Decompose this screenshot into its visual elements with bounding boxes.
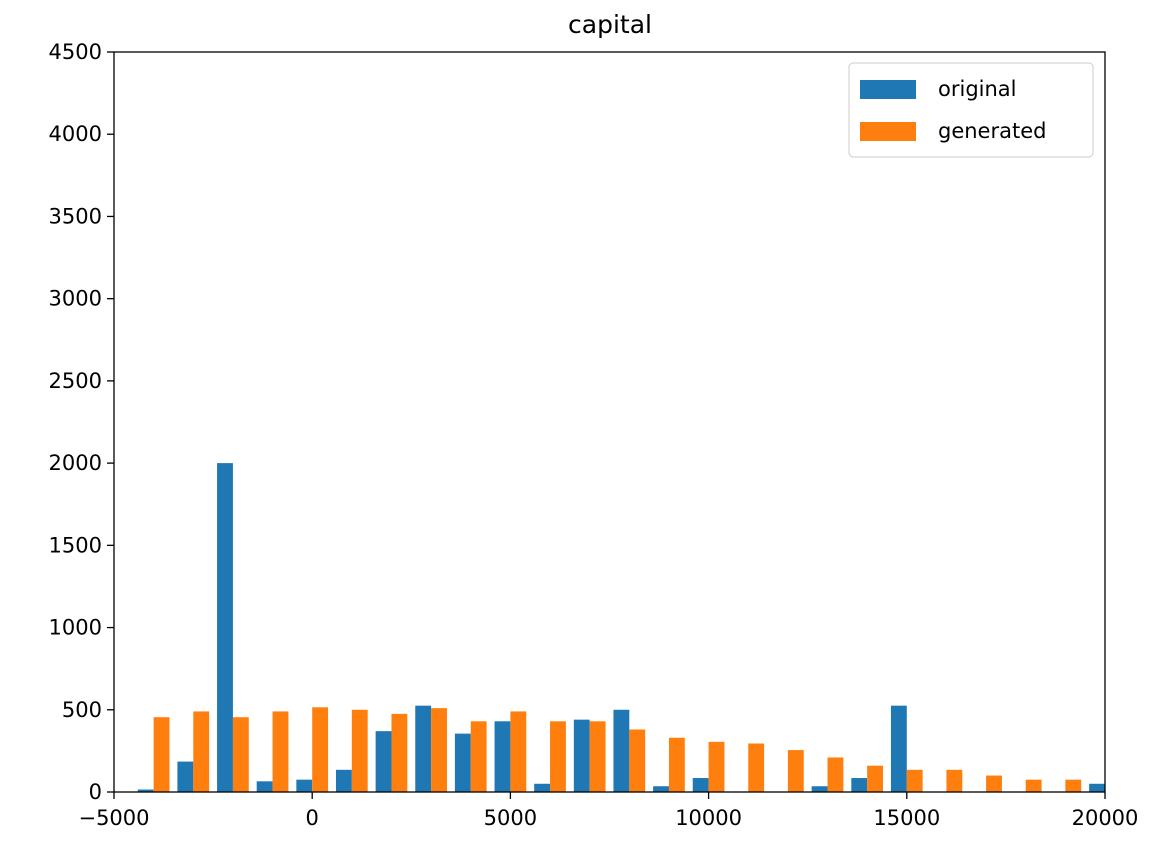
bar-original-17 — [811, 786, 828, 792]
bar-generated-19 — [906, 769, 923, 792]
bar-generated-21 — [986, 775, 1002, 792]
bar-generated-18 — [867, 765, 884, 792]
bar-original-24 — [1089, 783, 1105, 792]
y-tick-label: 0 — [89, 780, 102, 804]
bar-original-10 — [534, 783, 551, 792]
bar-generated-7 — [431, 708, 447, 792]
bar-generated-6 — [391, 713, 408, 792]
bar-original-1 — [177, 761, 194, 792]
bar-original-4 — [296, 779, 313, 792]
bar-generated-4 — [312, 707, 329, 792]
bar-original-2 — [217, 463, 233, 792]
bar-original-14 — [692, 778, 709, 792]
bar-original-0 — [137, 789, 154, 792]
bar-generated-22 — [1025, 779, 1042, 792]
bar-generated-14 — [708, 741, 725, 792]
bar-generated-17 — [827, 757, 844, 792]
legend-swatch-original — [860, 80, 916, 99]
bar-generated-12 — [629, 729, 646, 792]
legend: original generated — [848, 62, 1094, 158]
y-tick-label: 2000 — [49, 451, 102, 475]
y-tick-label: 4500 — [49, 40, 102, 64]
bar-original-3 — [256, 781, 273, 792]
bar-generated-8 — [470, 721, 487, 792]
bar-original-6 — [375, 731, 392, 792]
bar-original-8 — [454, 733, 471, 792]
y-tick-label: 1500 — [49, 533, 102, 557]
legend-label-generated: generated — [938, 119, 1046, 143]
legend-swatch-generated — [860, 122, 916, 141]
y-tick-label: 500 — [62, 698, 102, 722]
x-tick-label: 0 — [306, 806, 319, 830]
y-tick-label: 3000 — [49, 287, 102, 311]
bar-original-12 — [613, 709, 630, 792]
x-tick-label: 5000 — [484, 806, 537, 830]
bar-generated-0 — [153, 717, 170, 792]
bar-original-7 — [415, 705, 432, 792]
plot-frame — [113, 51, 1106, 793]
y-tick-label: 4000 — [49, 122, 102, 146]
legend-label-original: original — [938, 77, 1017, 101]
y-tick-label: 1000 — [49, 616, 102, 640]
bar-generated-5 — [351, 709, 368, 792]
bar-original-19 — [890, 705, 907, 792]
bar-original-9 — [494, 721, 511, 792]
y-tick-label: 2500 — [49, 369, 102, 393]
chart-title: capital — [568, 10, 652, 39]
bar-generated-13 — [668, 737, 685, 792]
bar-generated-20 — [946, 769, 963, 792]
bar-original-13 — [653, 786, 669, 792]
x-tick-label: −5000 — [78, 806, 149, 830]
bar-generated-1 — [193, 711, 210, 792]
y-tick-label: 3500 — [49, 204, 102, 228]
bar-generated-2 — [232, 717, 249, 792]
bar-generated-3 — [272, 711, 289, 792]
bar-original-5 — [335, 769, 352, 792]
bar-generated-16 — [787, 750, 804, 792]
bars-layer — [137, 463, 1105, 792]
axes-layer: −5000 0 5000 10000 15000 20000050010001500200… — [49, 40, 1139, 830]
bar-generated-10 — [550, 721, 566, 792]
bar-generated-15 — [748, 743, 765, 792]
bar-generated-11 — [589, 721, 606, 792]
bar-generated-9 — [510, 711, 527, 792]
bar-original-18 — [851, 778, 868, 792]
bar-original-11 — [573, 719, 590, 792]
bar-generated-23 — [1065, 779, 1082, 792]
x-tick-label: 15000 — [873, 806, 940, 830]
x-tick-label: 10000 — [675, 806, 742, 830]
x-tick-label: 20000 — [1072, 806, 1139, 830]
